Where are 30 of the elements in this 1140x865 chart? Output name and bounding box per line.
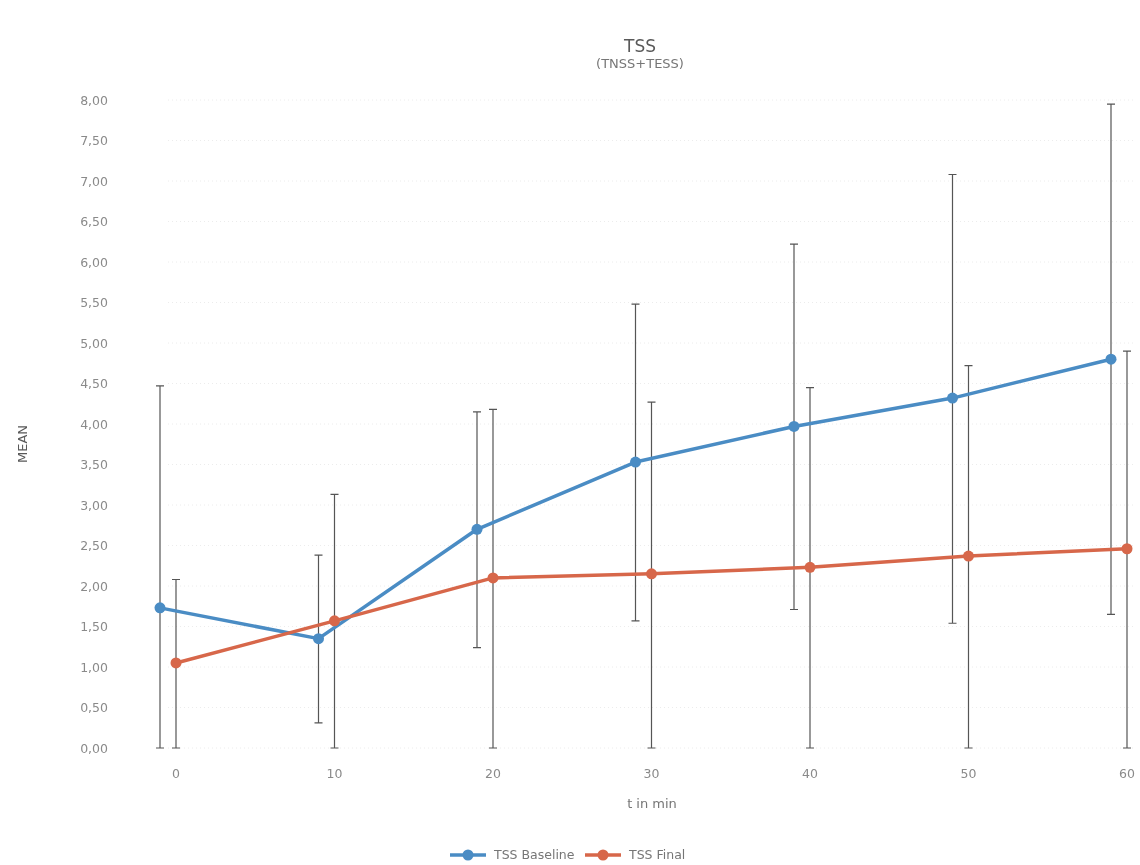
y-tick-label: 5,50 bbox=[80, 295, 109, 310]
x-tick-label: 60 bbox=[1119, 766, 1135, 781]
chart-title: TSS bbox=[623, 36, 656, 56]
x-tick-label: 50 bbox=[960, 766, 977, 781]
y-tick-label: 4,00 bbox=[80, 416, 109, 432]
x-tick-label: 40 bbox=[802, 766, 818, 781]
legend-label: TSS Baseline bbox=[493, 847, 575, 863]
x-tick-label: 20 bbox=[485, 766, 501, 781]
legend-label: TSS Final bbox=[628, 847, 686, 863]
x-tick-label: 10 bbox=[326, 766, 343, 781]
y-tick-label: 1,50 bbox=[80, 619, 109, 634]
y-tick-label: 2,50 bbox=[80, 538, 109, 553]
y-tick-label: 1,00 bbox=[80, 659, 109, 675]
x-axis-title: t in min bbox=[627, 796, 677, 811]
y-tick-label: 7,50 bbox=[80, 133, 109, 148]
chart-subtitle: (TNSS+TESS) bbox=[596, 56, 684, 71]
y-tick-label: 6,50 bbox=[80, 214, 109, 229]
y-tick-label: 4,50 bbox=[80, 376, 109, 391]
x-tick-label: 0 bbox=[172, 766, 181, 781]
y-tick-label: 0,50 bbox=[80, 700, 109, 715]
y-tick-label: 2,00 bbox=[80, 578, 109, 594]
x-tick-label: 30 bbox=[643, 766, 660, 781]
y-tick-label: 3,00 bbox=[80, 497, 109, 513]
y-tick-label: 7,00 bbox=[80, 173, 109, 189]
y-tick-label: 6,00 bbox=[80, 254, 109, 270]
y-tick-label: 0,00 bbox=[80, 740, 109, 756]
y-tick-label: 5,00 bbox=[80, 335, 109, 351]
y-tick-label: 3,50 bbox=[80, 457, 109, 472]
y-axis-title: MEAN bbox=[15, 424, 30, 464]
y-tick-label: 8,00 bbox=[80, 92, 109, 108]
